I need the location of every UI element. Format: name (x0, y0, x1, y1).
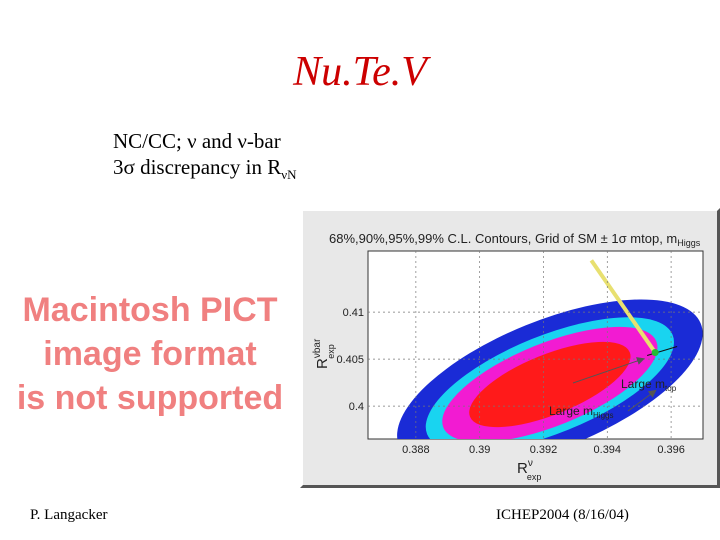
y-axis-label-main: R (314, 358, 331, 369)
large-mtop-sub: top (665, 384, 677, 393)
pict-unsupported-message: Macintosh PICT image format is not suppo… (0, 288, 300, 420)
contour-figure: 68%,90%,95%,99% C.L. Contours, Grid of S… (300, 208, 720, 488)
x-tick-label: 0.39 (469, 444, 490, 456)
bullet-nc-cc: NC/CC; ν and ν-bar (113, 129, 281, 153)
x-tick-label: 0.394 (594, 444, 622, 456)
x-axis-label-sub: exp (527, 472, 542, 482)
y-tick-label: 0.405 (336, 354, 364, 366)
x-axis-label-main: R (517, 460, 528, 477)
y-axis-label: Rνbar exp (312, 338, 336, 369)
large-mtop-arrow (572, 357, 645, 384)
yellow-arrow (589, 259, 657, 354)
large-mhiggs-sub: Higgs (593, 411, 613, 420)
contour-chart: 68%,90%,95%,99% C.L. Contours, Grid of S… (312, 231, 704, 482)
chart-title-sub: Higgs (677, 238, 701, 248)
y-axis-label-sub: exp (326, 344, 336, 359)
large-mhiggs-arrow (627, 389, 657, 412)
large-mtop-text: Large m (621, 377, 665, 391)
x-axis-label: Rν exp (517, 458, 541, 482)
footer-conference: ICHEP2004 (8/16/04) (496, 507, 629, 523)
contour-layer (397, 259, 703, 439)
large-mtop-label: Large mtop (621, 377, 677, 393)
y-axis-label-sup: νbar (312, 338, 323, 358)
pict-message-line-2: image format (43, 335, 257, 373)
sm-prediction-point (651, 349, 659, 357)
bullet-discrepancy-sub: νN (281, 167, 297, 183)
bullet-discrepancy-text: 3σ discrepancy in R (113, 155, 282, 179)
x-tick-label: 0.396 (657, 444, 685, 456)
pict-message-line-3: is not supported (16, 379, 284, 417)
y-tick-label: 0.4 (349, 401, 364, 413)
chart-title: 68%,90%,95%,99% C.L. Contours, Grid of S… (329, 231, 701, 248)
pict-message-line-1: Macintosh PICT (22, 291, 278, 329)
large-mhiggs-text: Large m (549, 404, 593, 418)
chart-title-text: 68%,90%,95%,99% C.L. Contours, Grid of S… (329, 231, 677, 246)
y-tick-label: 0.41 (343, 307, 364, 319)
x-tick-label: 0.392 (530, 444, 558, 456)
bullet-discrepancy: 3σ discrepancy in RνN (113, 154, 296, 188)
axis-layer: 0.388 0.39 0.392 0.394 0.396 0.41 0.405 0.4 (336, 251, 703, 456)
large-mtop-annotation: Large mtop (572, 357, 677, 393)
bullet-list: NC/CC; ν and ν-bar 3σ discrepancy in RνN (113, 128, 296, 188)
large-mhiggs-label: Large mHiggs (549, 404, 613, 420)
slide-title: Nu.Te.V (293, 49, 427, 95)
large-mhiggs-annotation: Large mHiggs (549, 389, 657, 420)
x-tick-label: 0.388 (402, 444, 430, 456)
x-axis-label-sup: ν (528, 458, 533, 469)
footer-author: P. Langacker (30, 507, 108, 523)
